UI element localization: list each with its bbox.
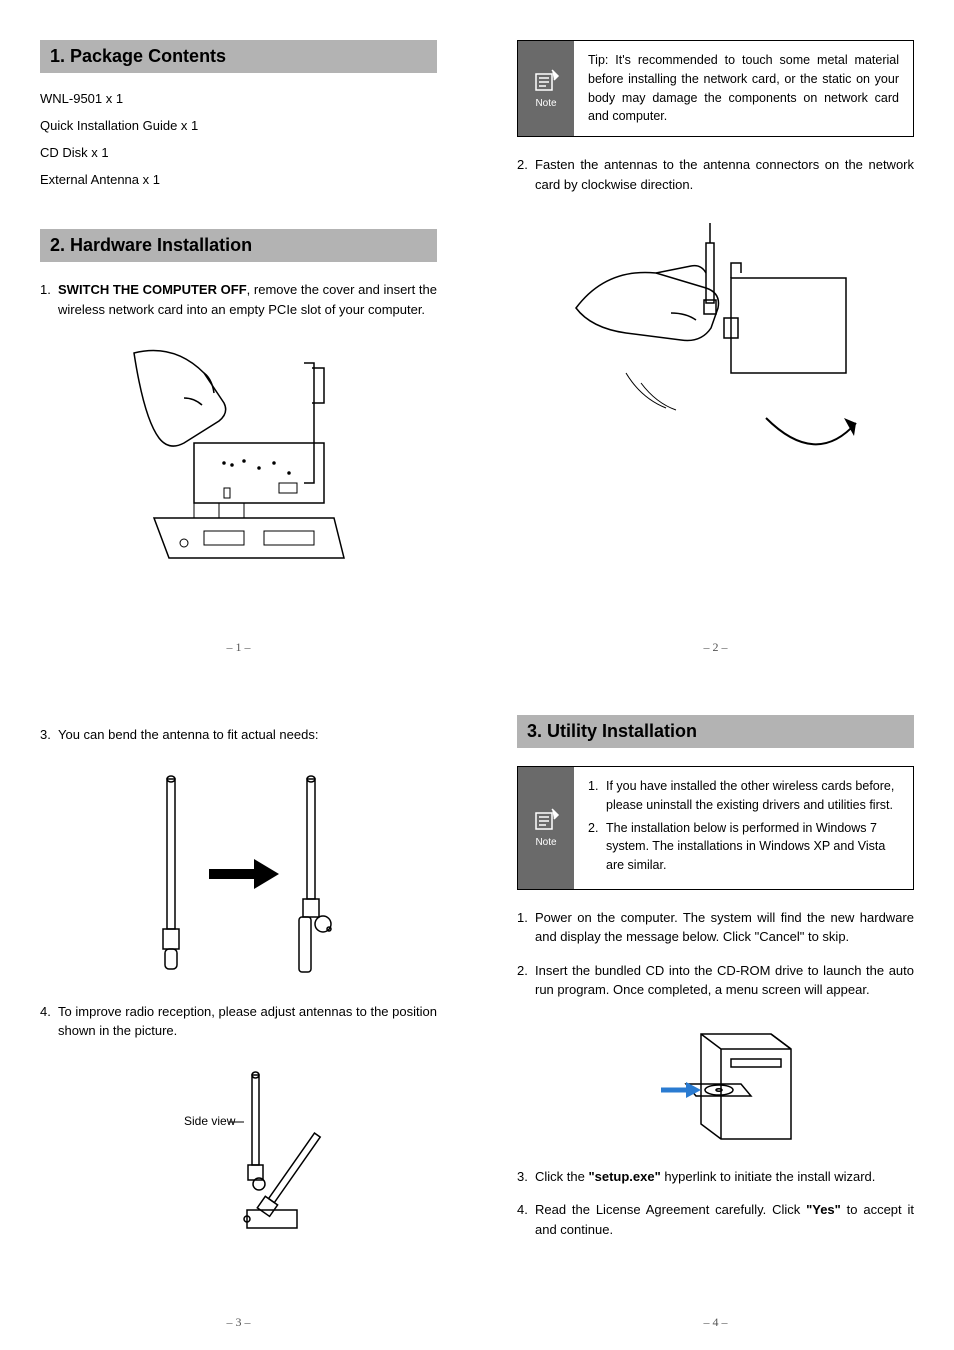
pkg-item: CD Disk x 1 [40, 145, 437, 160]
section1-header: 1. Package Contents [40, 40, 437, 73]
figure-antenna-bend [40, 769, 437, 992]
page-4: 3. Utility Installation Note 1.If you ha… [477, 675, 954, 1350]
note-body: 1.If you have installed the other wirele… [574, 767, 913, 889]
page-1: 1. Package Contents WNL-9501 x 1 Quick I… [0, 0, 477, 675]
section2-header: 2. Hardware Installation [40, 229, 437, 262]
util-step-4: 4. Read the License Agreement carefully.… [517, 1200, 914, 1239]
package-contents-list: WNL-9501 x 1 Quick Installation Guide x … [40, 91, 437, 199]
util-step-1: 1. Power on the computer. The system wil… [517, 908, 914, 947]
page-3: 3. You can bend the antenna to fit actua… [0, 675, 477, 1350]
page-number: – 1 – [0, 640, 477, 655]
section3-header: 3. Utility Installation [517, 715, 914, 748]
util-step-2: 2. Insert the bundled CD into the CD-ROM… [517, 961, 914, 1000]
note-utility: Note 1.If you have installed the other w… [517, 766, 914, 890]
page-number: – 3 – [0, 1315, 477, 1330]
pkg-item: Quick Installation Guide x 1 [40, 118, 437, 133]
figure-side-view: Side view [40, 1065, 437, 1248]
util-step-3: 3. Click the "setup.exe" hyperlink to in… [517, 1167, 914, 1187]
note-icon: Note [518, 41, 574, 136]
hw-step-2: 2. Fasten the antennas to the antenna co… [517, 155, 914, 194]
note-icon: Note [518, 767, 574, 889]
page-2: Note Tip: It's recommended to touch some… [477, 0, 954, 675]
page-number: – 4 – [477, 1315, 954, 1330]
pkg-item: WNL-9501 x 1 [40, 91, 437, 106]
figure-antenna-fasten [517, 218, 914, 501]
side-view-label: Side view [184, 1114, 236, 1128]
hw-step-1: 1. SWITCH THE COMPUTER OFF, remove the c… [40, 280, 437, 319]
hw-step-4: 4. To improve radio reception, please ad… [40, 1002, 437, 1041]
pkg-item: External Antenna x 1 [40, 172, 437, 187]
hw-step-3: 3. You can bend the antenna to fit actua… [40, 725, 437, 745]
figure-card-install [40, 343, 437, 566]
figure-cd-computer [517, 1024, 914, 1157]
note-body: Tip: It's recommended to touch some meta… [574, 41, 913, 136]
note-static-tip: Note Tip: It's recommended to touch some… [517, 40, 914, 137]
page-number: – 2 – [477, 640, 954, 655]
